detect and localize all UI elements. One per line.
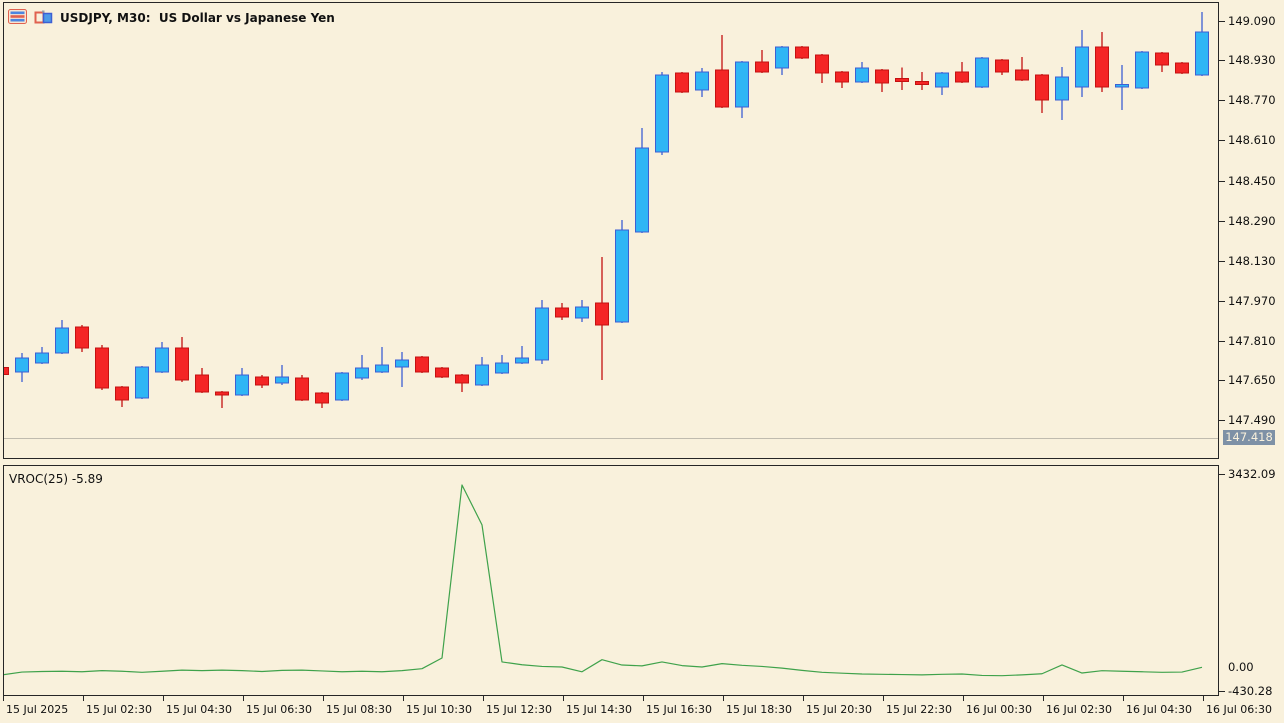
time-tick-label: 16 Jul 02:30 [1046,703,1112,716]
price-tick-mark [1219,60,1225,61]
price-tick-mark [1219,261,1225,262]
time-tick-label: 16 Jul 06:30 [1206,703,1272,716]
time-tick-mark [563,696,564,701]
price-tick-mark [1219,380,1225,381]
time-tick-label: 16 Jul 00:30 [966,703,1032,716]
time-tick-mark [403,696,404,701]
time-tick-label: 16 Jul 04:30 [1126,703,1192,716]
price-tick-label: 147.490 [1228,413,1276,427]
time-tick-mark [323,696,324,701]
time-tick-label: 15 Jul 20:30 [806,703,872,716]
time-tick-mark [643,696,644,701]
price-tick-label: 148.770 [1228,93,1276,107]
vroc-indicator-panel[interactable] [3,465,1219,696]
price-tick-label: 147.810 [1228,334,1276,348]
time-tick-mark [1203,696,1204,701]
price-chart-panel[interactable] [3,2,1219,459]
price-tick-label: 147.650 [1228,373,1276,387]
time-tick-label: 15 Jul 04:30 [166,703,232,716]
chart-windows-icon[interactable] [34,9,53,24]
time-tick-mark [83,696,84,701]
price-tick-label: 148.290 [1228,214,1276,228]
price-tick-mark [1219,221,1225,222]
price-tick-label: 148.930 [1228,53,1276,67]
time-tick-label: 15 Jul 2025 [6,703,69,716]
price-tick-mark [1219,420,1225,421]
indicator-tick-mark [1219,691,1225,692]
price-tick-mark [1219,100,1225,101]
indicator-tick-label: 3432.09 [1228,467,1276,481]
time-tick-mark [883,696,884,701]
price-tick-label: 148.610 [1228,133,1276,147]
price-tick-mark [1219,301,1225,302]
time-tick-mark [1123,696,1124,701]
vroc-indicator-label: VROC(25) -5.89 [9,472,103,486]
time-tick-label: 15 Jul 08:30 [326,703,392,716]
price-tick-label: 149.090 [1228,14,1276,28]
indicator-tick-mark [1219,474,1225,475]
time-tick-label: 15 Jul 18:30 [726,703,792,716]
time-tick-label: 15 Jul 12:30 [486,703,552,716]
vroc-line-chart[interactable] [4,466,1218,695]
indicator-tick-label: 0.00 [1228,660,1254,674]
time-tick-mark [163,696,164,701]
bid-price-label: 147.418 [1223,430,1275,445]
price-tick-mark [1219,181,1225,182]
price-tick-label: 148.130 [1228,254,1276,268]
price-tick-label: 148.450 [1228,174,1276,188]
price-tick-mark [1219,341,1225,342]
quotes-list-icon[interactable] [8,9,27,24]
candlestick-chart[interactable] [4,3,1218,458]
chart-title: USDJPY, M30: US Dollar vs Japanese Yen [60,11,335,25]
time-tick-mark [483,696,484,701]
time-tick-label: 15 Jul 22:30 [886,703,952,716]
time-tick-label: 15 Jul 06:30 [246,703,312,716]
time-tick-mark [723,696,724,701]
time-tick-mark [243,696,244,701]
price-tick-mark [1219,140,1225,141]
time-tick-label: 15 Jul 14:30 [566,703,632,716]
time-tick-label: 15 Jul 02:30 [86,703,152,716]
time-tick-mark [803,696,804,701]
time-tick-label: 15 Jul 10:30 [406,703,472,716]
time-tick-label: 15 Jul 16:30 [646,703,712,716]
time-tick-mark [3,696,4,701]
price-tick-label: 147.970 [1228,294,1276,308]
time-tick-mark [1043,696,1044,701]
price-tick-mark [1219,21,1225,22]
time-tick-mark [963,696,964,701]
indicator-tick-label: -430.28 [1228,684,1273,698]
